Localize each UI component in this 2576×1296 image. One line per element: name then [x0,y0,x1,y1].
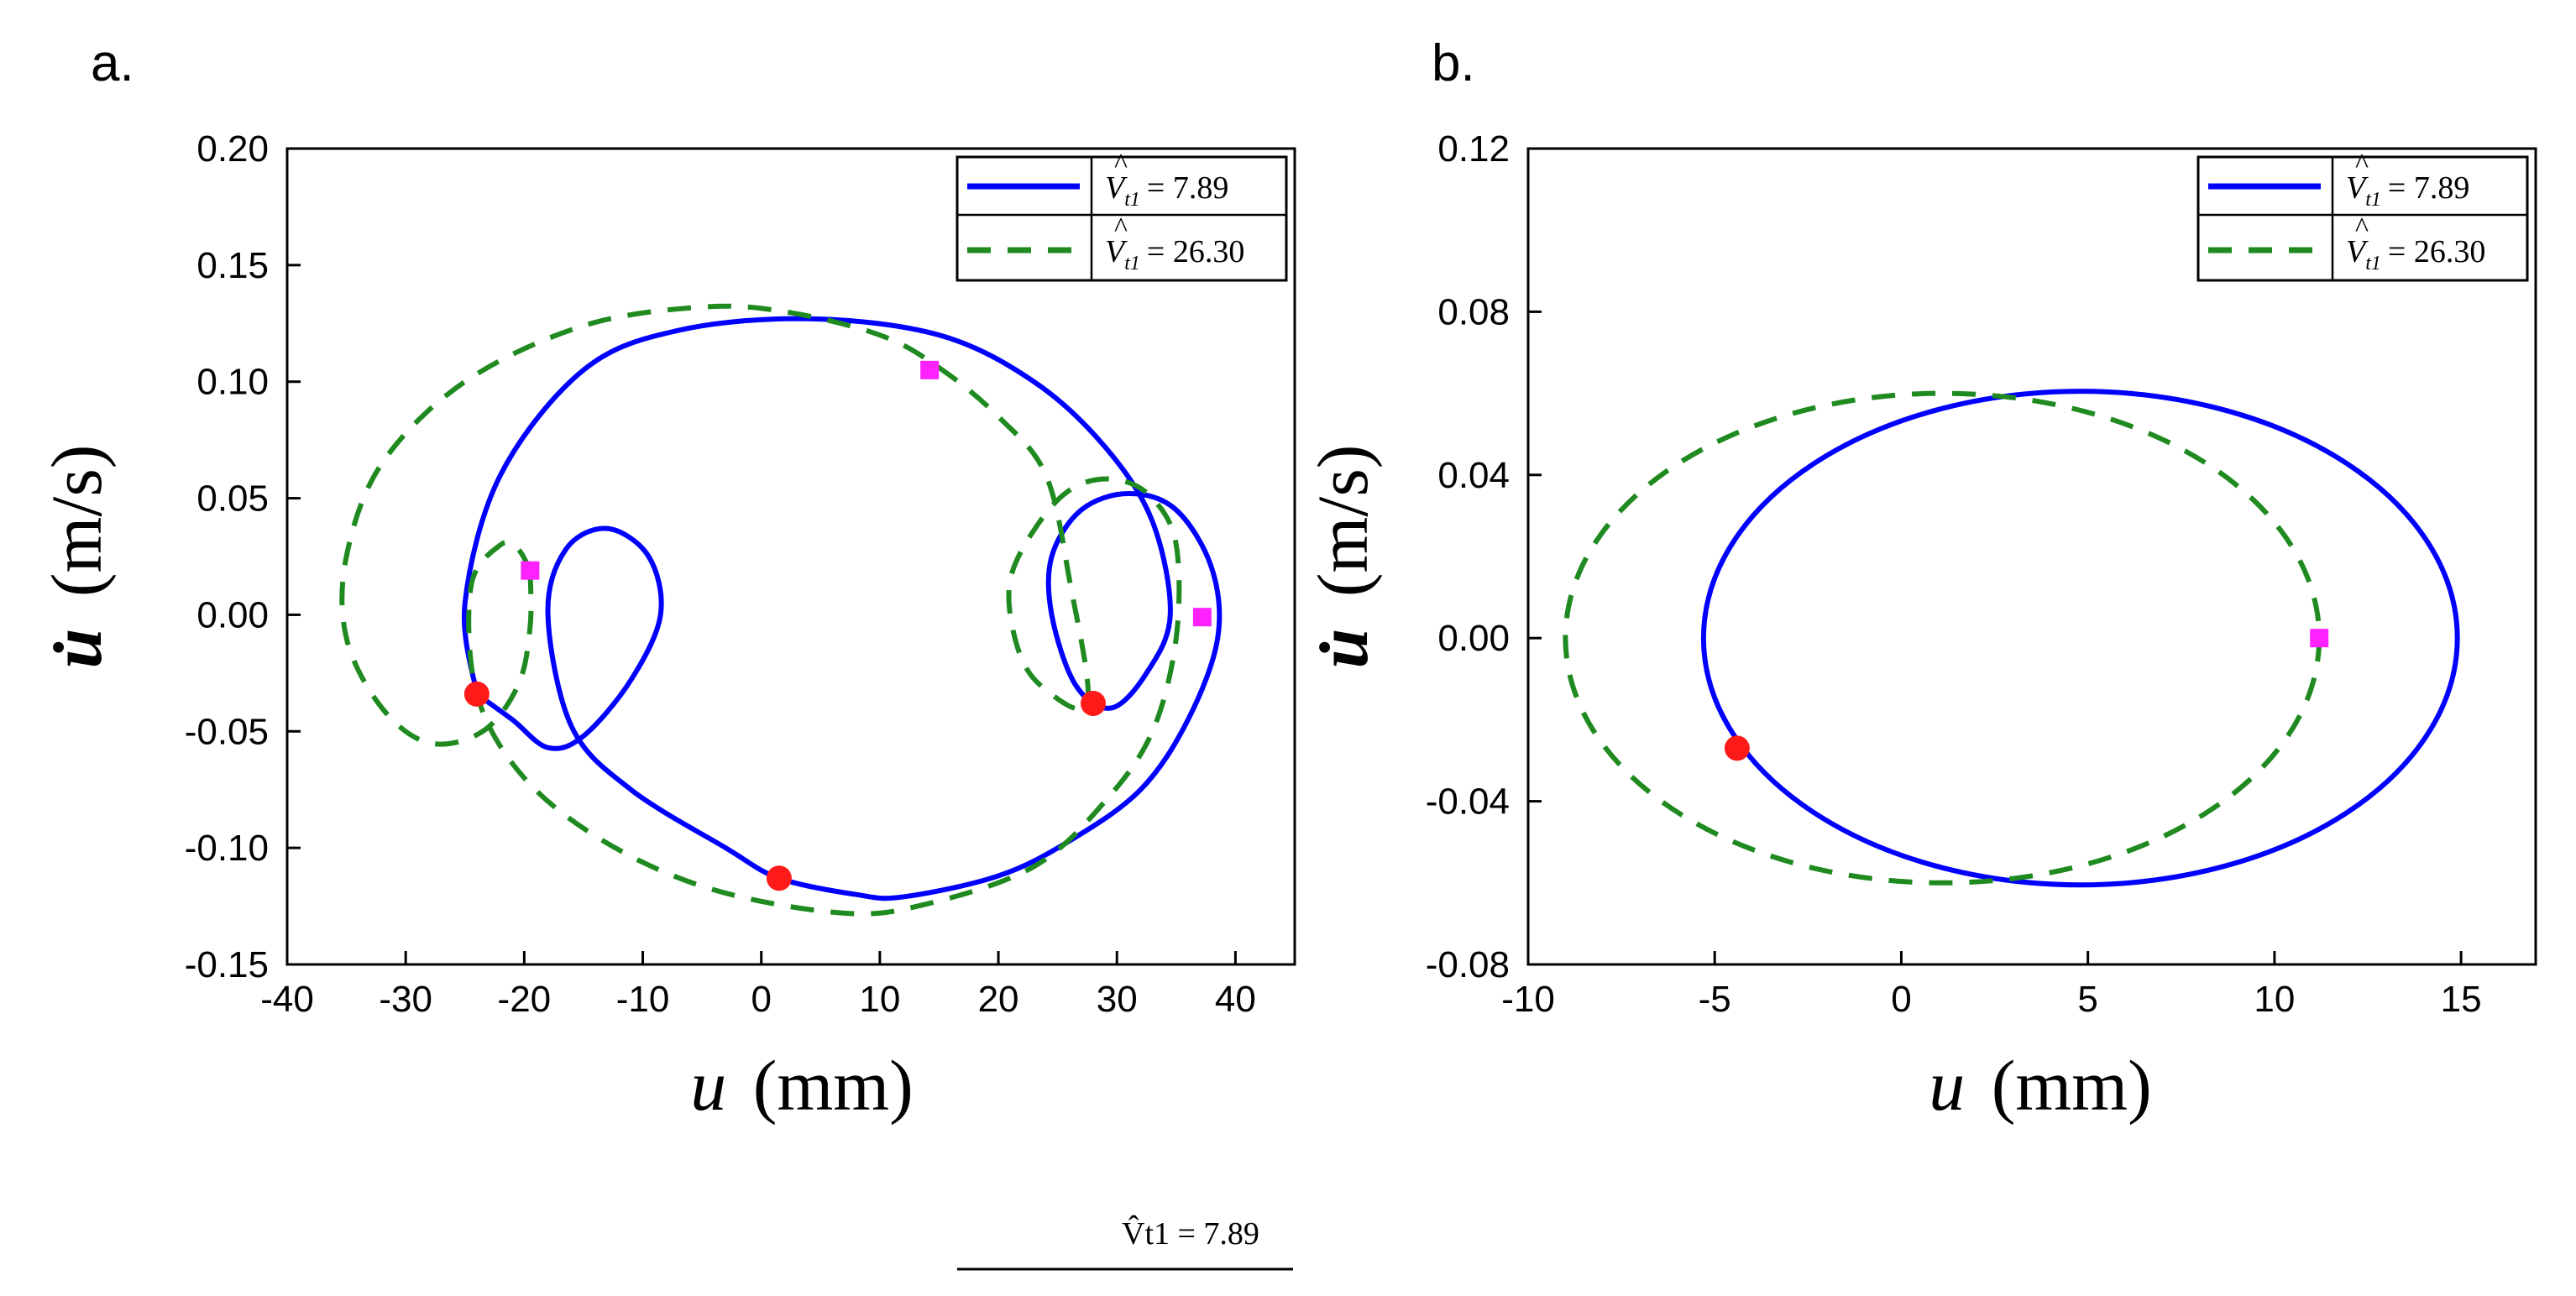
x-tick-label: 5 [2077,979,2097,1020]
y-tick-label: 0.05 [196,478,269,520]
y-tick-label: -0.08 [1426,944,1510,985]
y-tick-label: 0.00 [196,594,269,635]
y-tick-label: 0.04 [1437,455,1510,496]
series-1-curve [461,316,1223,901]
panel-b-y-ticks: -0.08 -0.04 0.00 0.04 0.08 0.12 [1426,128,1542,985]
legend-hat-series2: ^ [2355,212,2369,243]
end-point-marker [2310,629,2329,648]
y-tick-label: 0.15 [196,245,269,286]
x-tick-label: -10 [616,979,670,1020]
panel-a-legend: Vt1 = 7.89 ^ Vt1 = 26.30 ^ [956,149,1288,282]
x-tick-label: 0 [751,979,771,1020]
x-tick-label: 30 [1097,979,1138,1020]
x-tick-label: 20 [978,979,1019,1020]
y-tick-label: 0.12 [1437,128,1510,170]
panel-b-x-ticks: -10 -5 0 5 10 15 [1501,951,2482,1020]
panel-b-legend: Vt1 = 7.89 ^ Vt1 = 26.30 ^ [2196,149,2529,282]
panel-a-markers [463,360,1212,891]
panel-a-y-axis-unit: (m/s) [36,445,117,598]
panel-b-label: b. [1432,34,1475,92]
panel-b-x-axis-unit: (mm) [1992,1045,2152,1126]
y-tick-label: 0.00 [1437,618,1510,659]
start-point-marker [1081,690,1106,716]
panel-b-x-axis-var: u [1929,1045,1965,1126]
series-2-curve [1563,390,2322,886]
x-tick-label: -5 [1699,979,1731,1020]
y-tick-label: 0.10 [196,362,269,403]
y-tick-label: -0.04 [1426,781,1510,823]
y-tick-label: -0.05 [185,711,269,752]
panel-a-x-ticks: -40 -30 -20 -10 0 10 20 30 40 [260,951,1256,1020]
stray-legend-fragment: V̂t1 = 7.89 [957,1215,1293,1271]
x-tick-label: 15 [2441,979,2482,1020]
panel-a: a. -40 -30 -20 -10 0 10 20 30 40 -0.15 -0.10 -0.05… [36,34,1296,1126]
legend-label-series2: Vt1 = 26.30 [1105,234,1244,274]
x-tick-label: -20 [498,979,552,1020]
panel-a-y-axis-var: u̇ [36,629,117,669]
series-1-curve [1700,389,2460,888]
x-tick-label: -30 [379,979,432,1020]
panel-a-y-axis-label: u̇ (m/s) [36,445,117,669]
legend-label-series1: Vt1 = 7.89 [1105,170,1228,211]
stray-legend-label: V̂t1 = 7.89 [1122,1215,1259,1252]
y-tick-label: -0.15 [185,944,269,985]
panel-b-y-axis-unit: (m/s) [1302,445,1383,598]
end-point-marker [1192,608,1212,627]
panel-a-legend-box [956,155,1288,282]
panel-b-x-axis-label: u (mm) [1929,1045,2152,1126]
panel-b: b. -10 -5 0 5 10 15 -0.08 -0.04 0.00 0.04 0.08 0.1… [1302,34,2537,1126]
panel-a-x-axis-label: u (mm) [690,1045,914,1126]
legend-label-series1: Vt1 = 7.89 [2346,170,2469,211]
panel-a-x-axis-unit: (mm) [753,1045,914,1126]
start-point-marker [1724,735,1750,761]
panel-b-plot-frame [1526,147,2537,966]
x-tick-label: -40 [260,979,314,1020]
end-point-marker [920,360,940,379]
legend-hat-series1: ^ [2355,149,2369,180]
end-point-marker [521,561,540,580]
legend-hat-series2: ^ [1114,212,1128,243]
series-2-curve [339,303,1182,917]
y-tick-label: 0.20 [196,128,269,170]
panel-b-legend-box [2196,155,2529,282]
panel-a-curves [339,303,1223,917]
panel-b-y-axis-var: u̇ [1302,629,1383,669]
x-tick-label: 40 [1215,979,1256,1020]
panel-a-label: a. [91,34,134,92]
y-tick-label: -0.10 [185,828,269,869]
x-tick-label: 10 [859,979,900,1020]
panel-b-markers [1724,629,2329,761]
panel-a-x-axis-var: u [690,1045,726,1126]
y-tick-label: 0.08 [1437,291,1510,332]
start-point-marker [766,865,792,891]
panel-b-y-axis-label: u̇ (m/s) [1302,445,1383,669]
legend-label-series2: Vt1 = 26.30 [2346,234,2485,274]
panel-a-plot-frame [285,147,1296,966]
legend-hat-series1: ^ [1114,149,1128,180]
start-point-marker [463,681,490,707]
x-tick-label: 10 [2254,979,2295,1020]
x-tick-label: 0 [1891,979,1911,1020]
x-tick-label: -10 [1501,979,1555,1020]
panel-a-y-ticks: -0.15 -0.10 -0.05 0.00 0.05 0.10 0.15 0.20 [185,128,301,985]
